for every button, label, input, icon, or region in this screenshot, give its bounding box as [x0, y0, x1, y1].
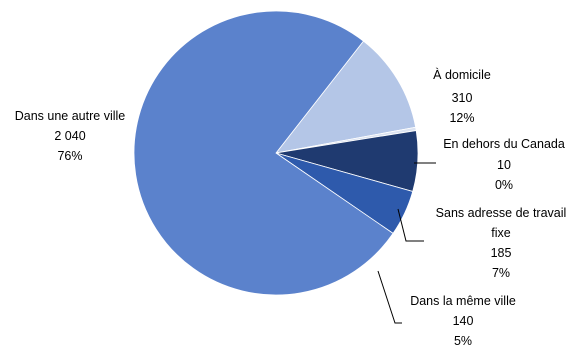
- label-sans-adresse-de-travail-fixe: Sans adresse de travail fixe 185 7%: [436, 206, 567, 280]
- slice-label-percent: 7%: [492, 266, 510, 280]
- slice-label-name: Sans adresse de travail: [436, 206, 567, 220]
- label-dans-la-meme-ville: Dans la même ville 140 5%: [410, 294, 516, 347]
- pie-slice-0: [275, 40, 417, 154]
- label-dans-une-autre-ville: Dans une autre ville 2 040 76%: [15, 109, 126, 163]
- label-a-domicile: À domicile 310 12%: [433, 67, 491, 125]
- pie-slice-4: [133, 10, 394, 296]
- slice-label-percent: 12%: [449, 111, 474, 125]
- slice-label-value: 185: [491, 246, 512, 260]
- slice-label-name: En dehors du Canada: [443, 137, 565, 151]
- leader-line-meme-ville: [377, 270, 402, 324]
- slice-label-value: 10: [497, 158, 511, 172]
- slice-label-value: 2 040: [54, 129, 85, 143]
- leader-line-sans-adresse: [397, 208, 424, 242]
- slice-label-value: 140: [453, 314, 474, 328]
- pie-slices: [133, 10, 419, 296]
- slice-label-percent: 5%: [454, 334, 472, 347]
- label-en-dehors-du-canada: En dehors du Canada 10 0%: [443, 137, 565, 192]
- slice-label-name: À domicile: [433, 67, 491, 82]
- slice-label-name-line2: fixe: [491, 226, 511, 240]
- slice-label-value: 310: [452, 91, 473, 105]
- slice-label-percent: 0%: [495, 178, 513, 192]
- slice-label-name: Dans une autre ville: [15, 109, 126, 123]
- slice-label-name: Dans la même ville: [410, 294, 516, 308]
- slice-label-percent: 76%: [57, 149, 82, 163]
